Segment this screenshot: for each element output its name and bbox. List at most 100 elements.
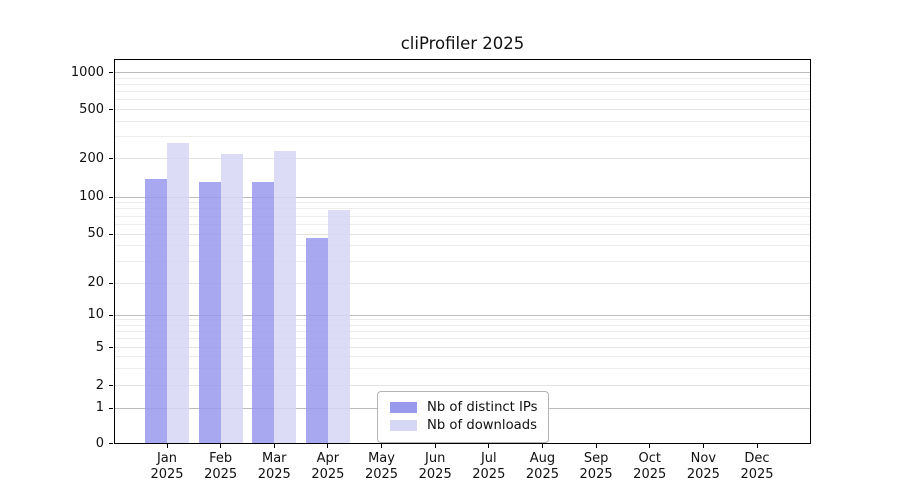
legend-label-distinct-ips: Nb of distinct IPs xyxy=(427,400,538,415)
x-tick-label: Nov 2025 xyxy=(663,451,743,483)
x-tick-mark xyxy=(327,444,329,448)
y-tick-label: 2 xyxy=(95,377,104,393)
y-gridline xyxy=(115,282,810,284)
x-tick-year: 2025 xyxy=(633,467,667,482)
y-gridline xyxy=(115,196,810,198)
x-tick-label: May 2025 xyxy=(342,451,422,483)
y-tick-mark xyxy=(109,314,113,316)
x-tick-month: Jul xyxy=(480,451,497,466)
x-tick-year: 2025 xyxy=(472,467,506,482)
x-tick-mark xyxy=(541,444,543,448)
y-gridline xyxy=(115,347,810,348)
x-tick-mark xyxy=(273,444,275,448)
bar-distinct-ips-mar xyxy=(252,181,275,444)
y-tick-mark xyxy=(109,72,113,74)
x-tick-label: Jul 2025 xyxy=(449,451,529,483)
y-tick-label: 0 xyxy=(95,435,104,451)
x-tick-label: Sep 2025 xyxy=(556,451,636,483)
x-tick-label: Jun 2025 xyxy=(395,451,475,483)
x-tick-month: Feb xyxy=(209,451,233,466)
x-tick-mark xyxy=(166,444,168,448)
legend-swatch-downloads xyxy=(390,420,417,431)
y-tick-mark xyxy=(109,282,113,284)
x-tick-month: Mar xyxy=(262,451,287,466)
y-gridline xyxy=(115,385,810,386)
y-tick-mark xyxy=(109,196,113,198)
x-tick-year: 2025 xyxy=(579,467,613,482)
x-tick-label: Apr 2025 xyxy=(288,451,368,483)
y-tick-mark xyxy=(109,407,113,409)
x-tick-month: Sep xyxy=(583,451,609,466)
y-minor-gridline xyxy=(115,91,810,93)
y-minor-gridline xyxy=(115,324,810,326)
y-minor-gridline xyxy=(115,368,810,370)
x-tick-label: Mar 2025 xyxy=(234,451,314,483)
x-tick-label: Oct 2025 xyxy=(610,451,690,483)
y-tick-mark xyxy=(109,109,113,110)
y-minor-gridline xyxy=(115,223,810,225)
x-tick-year: 2025 xyxy=(418,467,452,482)
y-minor-gridline xyxy=(115,215,810,217)
y-tick-mark xyxy=(109,158,113,159)
x-tick-label: Aug 2025 xyxy=(502,451,582,483)
x-tick-year: 2025 xyxy=(311,467,345,482)
x-tick-year: 2025 xyxy=(204,467,238,482)
x-tick-mark xyxy=(595,444,597,448)
x-tick-month: May xyxy=(368,451,395,466)
y-tick-label: 5 xyxy=(95,339,104,355)
x-tick-label: Jan 2025 xyxy=(127,451,207,483)
x-tick-mark xyxy=(381,444,383,448)
x-tick-year: 2025 xyxy=(686,467,720,482)
y-tick-label: 200 xyxy=(79,150,104,166)
y-minor-gridline xyxy=(115,202,810,204)
bar-distinct-ips-jan xyxy=(145,179,167,444)
legend: Nb of distinct IPs Nb of downloads xyxy=(377,391,549,443)
y-minor-gridline xyxy=(115,84,810,86)
y-gridline xyxy=(115,314,810,316)
legend-label-downloads: Nb of downloads xyxy=(427,418,537,433)
y-tick-label: 10 xyxy=(87,307,104,322)
x-tick-year: 2025 xyxy=(740,467,774,482)
y-tick-mark xyxy=(109,385,113,386)
y-gridline xyxy=(115,109,810,110)
x-tick-month: Aug xyxy=(529,451,556,466)
y-minor-gridline xyxy=(115,338,810,340)
y-gridline xyxy=(115,72,810,74)
x-tick-mark xyxy=(756,444,758,448)
y-tick-label: 1 xyxy=(95,400,104,415)
chart-title: cliProfiler 2025 xyxy=(400,34,525,53)
x-tick-month: Jun xyxy=(425,451,446,466)
x-tick-year: 2025 xyxy=(257,467,291,482)
y-tick-mark xyxy=(109,443,113,444)
x-tick-month: Jan xyxy=(156,451,178,466)
y-tick-label: 100 xyxy=(79,189,104,204)
legend-swatch-distinct-ips xyxy=(390,402,417,413)
x-tick-month: Oct xyxy=(638,451,661,466)
bar-distinct-ips-feb xyxy=(198,182,221,444)
x-tick-mark xyxy=(220,444,222,448)
y-minor-gridline xyxy=(115,77,810,79)
y-tick-label: 500 xyxy=(79,101,104,117)
bar-downloads-jan xyxy=(167,143,189,444)
x-tick-month: Dec xyxy=(744,451,770,466)
y-minor-gridline xyxy=(115,356,810,358)
y-minor-gridline xyxy=(115,331,810,333)
x-tick-mark xyxy=(649,444,651,448)
x-tick-year: 2025 xyxy=(150,467,184,482)
bar-distinct-ips-apr xyxy=(305,238,328,444)
bar-downloads-feb xyxy=(220,153,243,444)
x-tick-year: 2025 xyxy=(364,467,399,482)
y-tick-mark xyxy=(109,347,113,348)
bar-downloads-mar xyxy=(274,150,297,444)
x-tick-year: 2025 xyxy=(525,467,559,482)
y-minor-gridline xyxy=(115,120,810,122)
x-tick-label: Feb 2025 xyxy=(181,451,261,483)
x-tick-month: Nov xyxy=(690,451,717,466)
y-tick-label: 50 xyxy=(87,226,104,241)
y-tick-label: 20 xyxy=(87,275,104,290)
y-minor-gridline xyxy=(115,208,810,210)
x-tick-mark xyxy=(434,444,436,448)
x-tick-month: Apr xyxy=(316,451,340,466)
y-tick-label: 1000 xyxy=(70,64,104,80)
